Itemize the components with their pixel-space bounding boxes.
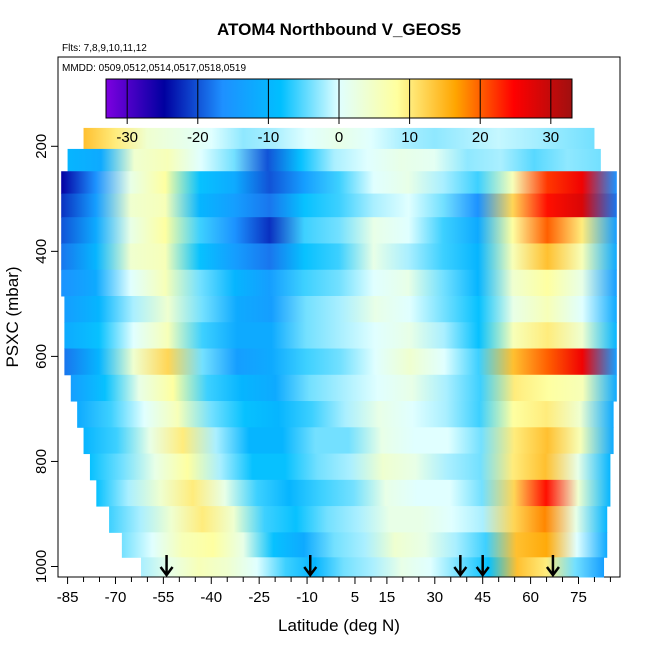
x-tick-label: -40 (200, 589, 222, 606)
heatmap-band (70, 374, 617, 402)
x-tick-label: 60 (522, 589, 539, 606)
plot-area (57, 56, 621, 578)
heatmap-band (141, 557, 605, 578)
heatmap (61, 127, 617, 578)
colorbar-tick-label: -10 (258, 129, 280, 146)
colorbar-tick-label: 10 (401, 129, 418, 146)
x-axis-label: Latitude (deg N) (278, 616, 400, 635)
y-tick-label: 200 (33, 134, 50, 159)
x-tick-label: 75 (570, 589, 587, 606)
y-tick-label: 400 (33, 239, 50, 264)
colorbar-tick-label: 20 (472, 129, 489, 146)
colorbar-tick-label: -20 (187, 129, 209, 146)
chart-title: ATOM4 Northbound V_GEOS5 (217, 20, 461, 39)
y-axis-label: PSXC (mbar) (3, 266, 22, 367)
heatmap-band (61, 193, 617, 218)
heatmap-band (77, 401, 614, 428)
y-tick-label: 800 (33, 449, 50, 474)
heatmap-band (83, 127, 595, 150)
heatmap-band (64, 295, 617, 323)
flights-label: Flts: 7,8,9,10,11,12 (62, 43, 147, 54)
colorbar-tick-label: -30 (116, 129, 138, 146)
y-axis: 200 400 600 800 1000 (33, 134, 59, 583)
x-tick-label: -85 (57, 589, 79, 606)
y-tick-label: 1000 (33, 550, 50, 583)
x-tick-label: -10 (296, 589, 318, 606)
x-tick-label: 30 (426, 589, 443, 606)
x-tick-label: -55 (153, 589, 175, 606)
down-arrow-icon (159, 555, 174, 578)
colorbar-ticks: -30 -20 -10 0 10 20 30 (116, 79, 559, 146)
colorbar-tick-label: 0 (335, 129, 343, 146)
x-tick-label: -25 (248, 589, 270, 606)
heatmap-band (96, 479, 611, 507)
heatmap-band (61, 217, 617, 244)
heatmap-band (61, 243, 617, 271)
colorbar-tick-label: 30 (542, 129, 559, 146)
heatmap-band (61, 269, 617, 297)
y-tick-label: 600 (33, 344, 50, 369)
heatmap-band (64, 348, 617, 376)
heatmap-band (83, 427, 614, 455)
dates-label: MMDD: 0509,0512,0514,0517,0518,0519 (62, 63, 246, 74)
heatmap-band (109, 506, 608, 533)
x-tick-label: 15 (379, 589, 396, 606)
x-tick-label: -70 (105, 589, 127, 606)
x-tick-label: 5 (351, 589, 359, 606)
latitude-arrows (159, 555, 560, 578)
down-arrow-icon (545, 555, 560, 578)
heatmap-band (64, 322, 617, 350)
heatmap-band (61, 171, 617, 195)
x-axis: -85 -70 -55 -40 -25 -10 5 15 30 45 60 75 (57, 576, 611, 606)
down-arrow-icon (303, 555, 318, 578)
heatmap-band (121, 532, 608, 558)
x-tick-label: 45 (474, 589, 491, 606)
colorbar: -30 -20 -10 0 10 20 30 (105, 78, 573, 146)
down-arrow-icon (475, 555, 490, 578)
down-arrow-icon (453, 555, 468, 578)
heatmap-band (67, 148, 601, 172)
heatmap-band (89, 453, 611, 481)
